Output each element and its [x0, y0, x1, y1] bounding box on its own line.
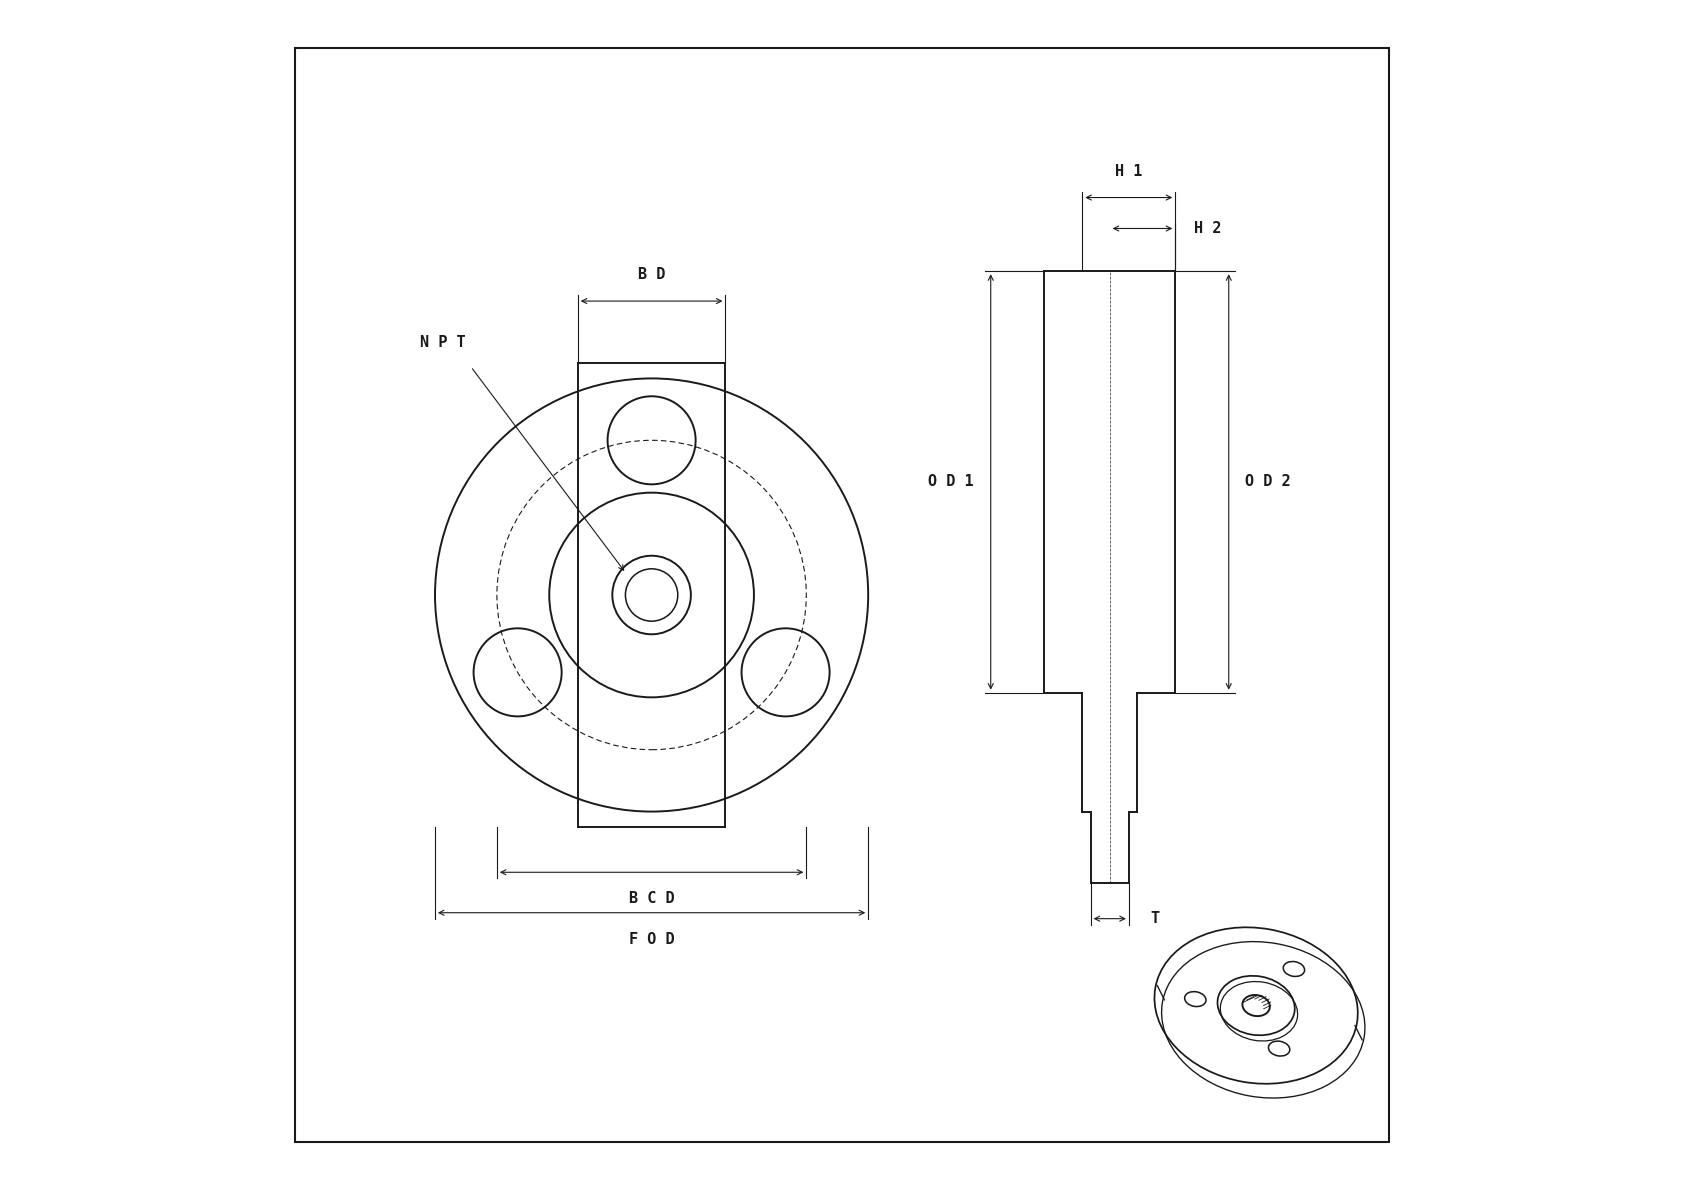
Text: H 1: H 1 — [1115, 163, 1142, 178]
Text: N P T: N P T — [421, 334, 466, 350]
Text: T: T — [1150, 912, 1159, 926]
Text: B C D: B C D — [628, 891, 674, 907]
Text: H 2: H 2 — [1194, 221, 1221, 236]
Text: B D: B D — [638, 267, 665, 282]
Text: O D 2: O D 2 — [1246, 475, 1292, 489]
Text: O D 1: O D 1 — [928, 475, 973, 489]
Text: F O D: F O D — [628, 932, 674, 947]
